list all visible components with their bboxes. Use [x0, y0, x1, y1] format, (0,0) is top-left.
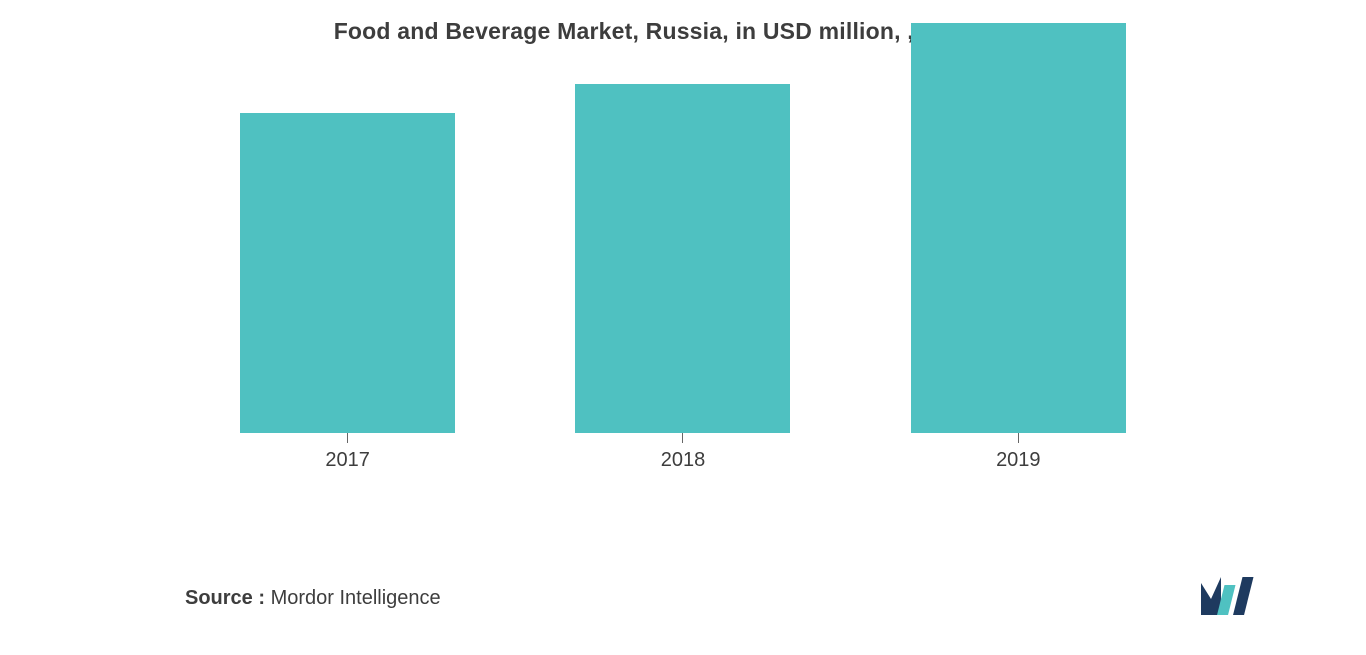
source-text: Mordor Intelligence [265, 587, 441, 609]
bar-group: 2019 [851, 23, 1186, 472]
bar [575, 84, 790, 433]
x-tick [1018, 433, 1019, 443]
source-label: Source : [185, 587, 265, 609]
chart-plot-area: 2017 2018 2019 [180, 62, 1186, 472]
x-axis-label: 2018 [661, 449, 706, 472]
bar [911, 23, 1126, 433]
bar-group: 2018 [515, 84, 850, 472]
x-tick [682, 433, 683, 443]
bar-group: 2017 [180, 113, 515, 472]
source-line: Source : Mordor Intelligence [185, 587, 441, 610]
x-axis-label: 2017 [325, 449, 370, 472]
chart-container: Food and Beverage Market, Russia, in USD… [0, 0, 1366, 655]
x-tick [347, 433, 348, 443]
bar [240, 113, 455, 433]
mordor-logo-icon [1199, 575, 1271, 617]
x-axis-label: 2019 [996, 449, 1041, 472]
